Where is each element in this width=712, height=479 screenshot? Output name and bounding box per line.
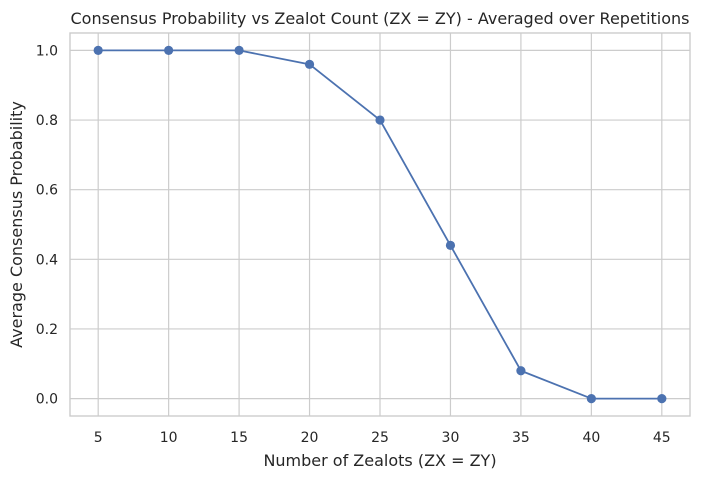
data-point xyxy=(304,59,315,69)
data-point xyxy=(93,45,103,56)
data-point xyxy=(657,393,667,404)
x-tick-label: 35 xyxy=(512,430,530,446)
x-tick-label: 30 xyxy=(442,430,460,446)
series-layer xyxy=(93,45,667,404)
y-tick-label: 0.4 xyxy=(36,252,58,268)
x-tick-label: 5 xyxy=(94,430,103,446)
grid xyxy=(70,33,690,416)
chart-title: Consensus Probability vs Zealot Count (Z… xyxy=(71,9,690,28)
data-point xyxy=(234,45,244,56)
y-axis-label: Average Consensus Probability xyxy=(7,101,26,348)
y-tick-label: 0.8 xyxy=(36,113,58,129)
x-tick-label: 20 xyxy=(301,430,319,446)
y-tick-label: 0.0 xyxy=(36,392,58,408)
plot-frame xyxy=(69,32,691,417)
data-point xyxy=(586,393,596,404)
y-tick-label: 0.2 xyxy=(36,322,58,338)
y-tick-label: 1.0 xyxy=(36,43,58,59)
x-tick-label: 45 xyxy=(653,430,671,446)
y-tick-label: 0.6 xyxy=(36,183,58,199)
x-tick-label: 25 xyxy=(371,430,389,446)
tick-labels: 5 10 15 20 25 30 35 40 45 0.0 0.2 0.4 0.6 0.8 1.0 xyxy=(36,43,671,446)
data-point xyxy=(516,366,526,376)
x-axis-label: Number of Zealots (ZX = ZY) xyxy=(263,451,496,470)
data-point xyxy=(375,115,385,125)
x-tick-label: 40 xyxy=(582,430,600,446)
x-tick-label: 15 xyxy=(230,430,248,446)
x-tick-label: 10 xyxy=(160,430,178,446)
data-point xyxy=(164,45,174,56)
data-point xyxy=(445,240,456,250)
